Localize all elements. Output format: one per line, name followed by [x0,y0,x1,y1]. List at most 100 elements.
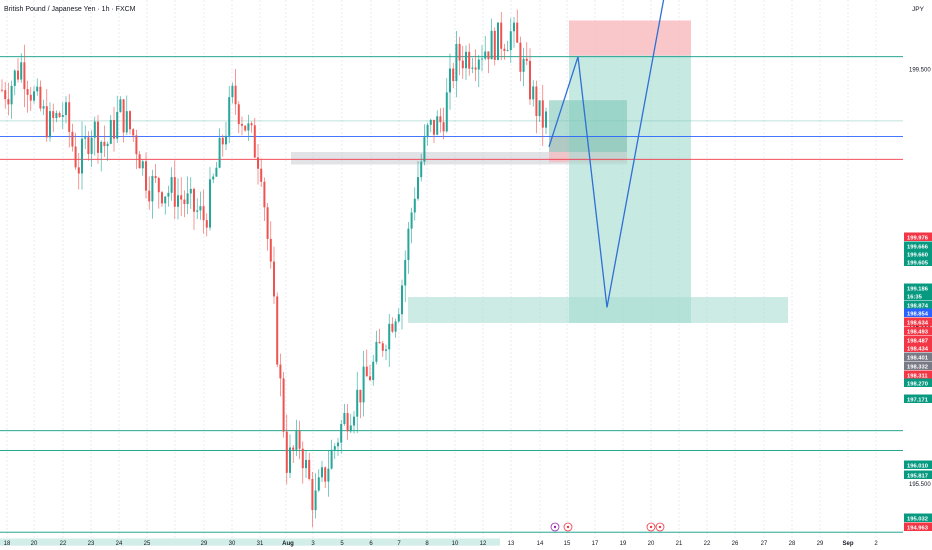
candle-body [154,176,157,179]
candle-body [426,124,429,138]
candle-body [471,67,474,69]
price-label-box [904,308,932,317]
candle-body [337,442,339,447]
candle-body [311,478,314,511]
candle-body [257,157,259,169]
forecast-line [548,0,665,308]
candle-body [135,135,138,155]
candle-body [420,161,423,178]
candle-body [183,199,186,205]
price-label-box [904,352,932,361]
candle-body [292,447,295,450]
candle-body [349,425,352,432]
price-label-box [904,335,932,344]
candle-body [17,70,19,80]
price-label-text: 199.605 [907,260,929,266]
candle-body [189,188,192,194]
candle-body [273,261,275,297]
price-label-text: 196.010 [907,463,928,469]
candle-body [298,431,301,449]
candle-body [84,137,87,139]
candle-body [244,125,247,131]
candle-body [282,378,285,432]
candle-body [113,120,115,139]
candle-body [61,115,64,117]
candle-body [138,154,141,169]
price-label-text: 198.401 [907,355,929,361]
price-label-box [904,291,932,300]
candle-body [225,135,227,145]
candle-body [455,43,458,82]
candle-body [116,112,119,139]
time-tick-label: 21 [676,541,683,547]
time-tick-label: 7 [397,541,401,547]
candle-body [55,112,58,119]
price-label-box [904,513,932,522]
event-markers[interactable] [550,522,665,532]
time-axis[interactable]: 18 20 22 23 24 25 29 30 31 Aug 3 5 6 7 8 10 12 13 14 15 17 19… [4,541,879,547]
time-tick-label: 19 [620,541,627,547]
candle-body [378,341,381,344]
time-tick-label: 31 [257,541,264,547]
candle-body [170,177,173,193]
candle-body [173,177,176,207]
candle-body [260,168,263,182]
time-tick-label: 25 [144,541,151,547]
candle-body [42,106,45,109]
candle-body [465,51,467,69]
candle-body [13,70,16,86]
time-tick-label: Aug [282,541,294,547]
candle-body [321,467,323,478]
chart-grid [6,0,877,538]
candle-body [375,341,378,362]
event-dot-icon [553,525,557,529]
gray-zone [291,152,627,165]
price-label-box [904,326,932,335]
candle-body [39,86,42,109]
time-tick-label: 17 [592,541,599,547]
candle-body [109,120,112,144]
price-label-box [904,283,932,292]
candle-body [308,459,311,479]
time-tick-label: 3 [311,541,315,547]
candle-body [429,119,432,125]
candle-body [122,99,125,133]
candle-body [529,60,531,100]
candle-body [231,85,234,98]
candle-body [68,102,71,132]
candle-body [359,389,362,403]
chart-title: British Pound / Japanese Yen · 1h · FXCM [4,6,136,13]
price-label-text: 195.032 [907,516,928,522]
price-label-box [904,394,932,403]
candle-body [436,116,439,135]
candle-body [269,238,272,262]
time-tick-label: 12 [480,541,487,547]
candle-body [410,212,413,229]
candle-body [234,85,237,105]
candle-body [353,416,355,426]
time-tick-label: 5 [340,541,344,547]
candle-body [362,366,365,403]
price-label-box [904,370,932,379]
candle-body [506,50,509,51]
candle-body [388,323,391,350]
candle-body [317,477,320,491]
candle-body [449,68,451,93]
price-label-box [904,241,932,250]
candle-body [49,111,51,138]
price-label-text: 198.493 [907,329,929,335]
price-label-text: 16:35 [907,294,923,300]
candle-body [141,161,144,169]
candle-body [241,124,243,126]
time-tick-label: 20 [648,541,655,547]
candle-body [196,210,199,212]
candle-body [10,85,13,105]
candle-body [52,111,55,119]
time-tick-label: 20 [31,541,38,547]
price-label-box [904,470,932,479]
candle-body [340,424,343,443]
price-label-box [904,232,932,241]
candle-body [1,89,3,91]
candle-body [295,431,298,450]
